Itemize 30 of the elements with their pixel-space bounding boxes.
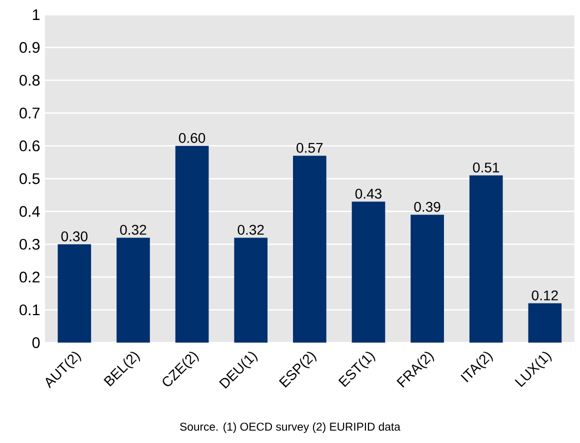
bar — [469, 175, 503, 343]
data-label: 0.30 — [61, 231, 88, 242]
data-label: 0.60 — [178, 133, 206, 143]
bar — [234, 238, 268, 343]
bar — [116, 238, 150, 343]
y-tick-label: 0.4 — [20, 206, 40, 217]
bar — [293, 156, 326, 343]
bar — [58, 244, 92, 343]
data-label: 0.43 — [355, 188, 382, 199]
bar — [528, 303, 562, 343]
data-label: 0.12 — [532, 290, 558, 300]
bar — [352, 202, 386, 343]
y-tick-label: 0.1 — [20, 304, 40, 316]
bar — [175, 146, 209, 343]
bar — [410, 214, 444, 343]
y-tick-label: 0.5 — [20, 173, 40, 184]
y-tick-label: 1 — [32, 9, 40, 20]
y-tick-label: 0 — [32, 337, 40, 348]
y-tick-label: 0.2 — [20, 272, 40, 282]
data-label: 0.51 — [473, 162, 500, 172]
y-tick-label: 0.7 — [20, 108, 40, 118]
source-note: Source. (1) OECD survey (2) EURIPID data — [180, 422, 400, 433]
data-label: 0.57 — [296, 142, 323, 153]
data-label: 0.39 — [414, 202, 440, 212]
data-label: 0.32 — [120, 224, 146, 235]
data-label: 0.32 — [238, 224, 264, 235]
y-tick-label: 0.8 — [20, 74, 40, 86]
y-tick-label: 0.6 — [20, 140, 40, 152]
y-tick-label: 0.3 — [20, 238, 40, 250]
y-tick-label: 0.9 — [20, 42, 40, 53]
